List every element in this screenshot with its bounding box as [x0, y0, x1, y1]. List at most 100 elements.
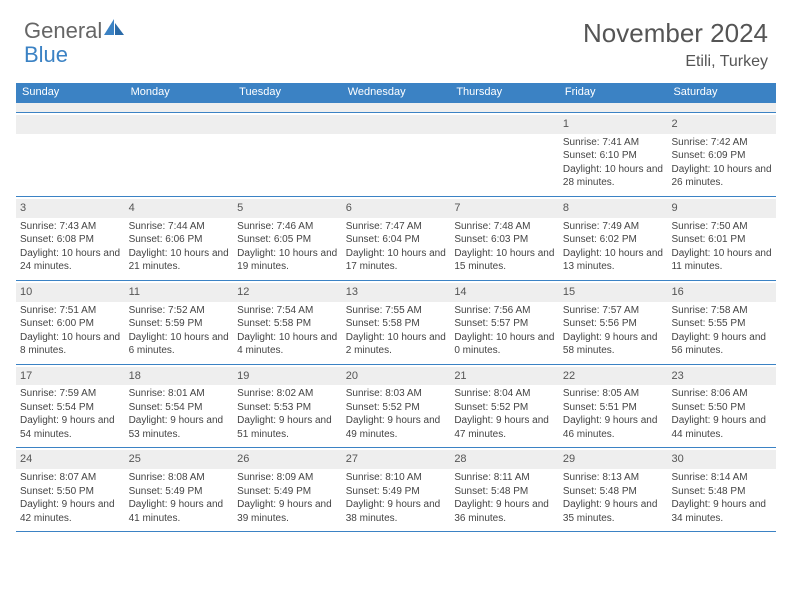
day-number: 22 [559, 367, 668, 386]
sunset-text: Sunset: 5:58 PM [237, 317, 338, 331]
sunset-text: Sunset: 5:49 PM [346, 485, 447, 499]
sunrise-text: Sunrise: 8:10 AM [346, 471, 447, 485]
sunrise-text: Sunrise: 7:56 AM [454, 304, 555, 318]
sunset-text: Sunset: 5:59 PM [129, 317, 230, 331]
day-cell: 27 Sunrise: 8:10 AMSunset: 5:49 PMDayligh… [342, 448, 451, 531]
day-number: 20 [342, 367, 451, 386]
daylight-text: Daylight: 9 hours and 56 minutes. [671, 331, 772, 358]
sunrise-text: Sunrise: 7:47 AM [346, 220, 447, 234]
day-number: 26 [233, 450, 342, 469]
day-number-empty [125, 115, 234, 134]
sunrise-text: Sunrise: 7:48 AM [454, 220, 555, 234]
daylight-text: Daylight: 9 hours and 47 minutes. [454, 414, 555, 441]
sunrise-text: Sunrise: 8:02 AM [237, 387, 338, 401]
dayheader-friday: Friday [559, 83, 668, 103]
week-row: 17Sunrise: 7:59 AMSunset: 5:54 PMDayligh… [16, 365, 776, 449]
daylight-text: Daylight: 9 hours and 46 minutes. [563, 414, 664, 441]
sunset-text: Sunset: 6:09 PM [671, 149, 772, 163]
sunrise-text: Sunrise: 7:43 AM [20, 220, 121, 234]
day-cell [233, 113, 342, 196]
day-number: 6 [342, 199, 451, 218]
day-header-row: Sunday Monday Tuesday Wednesday Thursday… [16, 83, 776, 103]
day-cell: 15Sunrise: 7:57 AMSunset: 5:56 PMDayligh… [559, 281, 668, 364]
sunset-text: Sunset: 5:49 PM [237, 485, 338, 499]
day-cell: 1Sunrise: 7:41 AMSunset: 6:10 PMDaylight… [559, 113, 668, 196]
day-number: 27 [342, 450, 451, 469]
day-cell [342, 113, 451, 196]
day-cell: 2Sunrise: 7:42 AMSunset: 6:09 PMDaylight… [667, 113, 776, 196]
month-title: November 2024 [583, 18, 768, 49]
day-number: 16 [667, 283, 776, 302]
dayheader-sunday: Sunday [16, 83, 125, 103]
sunset-text: Sunset: 5:48 PM [671, 485, 772, 499]
sunset-text: Sunset: 6:03 PM [454, 233, 555, 247]
sunrise-text: Sunrise: 7:49 AM [563, 220, 664, 234]
sunrise-text: Sunrise: 7:42 AM [671, 136, 772, 150]
day-cell: 29Sunrise: 8:13 AMSunset: 5:48 PMDayligh… [559, 448, 668, 531]
dayheader-wednesday: Wednesday [342, 83, 451, 103]
day-number: 3 [16, 199, 125, 218]
sunrise-text: Sunrise: 8:09 AM [237, 471, 338, 485]
day-cell: 17Sunrise: 7:59 AMSunset: 5:54 PMDayligh… [16, 365, 125, 448]
sunset-text: Sunset: 6:06 PM [129, 233, 230, 247]
daylight-text: Daylight: 10 hours and 24 minutes. [20, 247, 121, 274]
sunset-text: Sunset: 5:51 PM [563, 401, 664, 415]
daylight-text: Daylight: 9 hours and 54 minutes. [20, 414, 121, 441]
daylight-text: Daylight: 10 hours and 28 minutes. [563, 163, 664, 190]
week-row: 3Sunrise: 7:43 AMSunset: 6:08 PMDaylight… [16, 197, 776, 281]
sunrise-text: Sunrise: 7:46 AM [237, 220, 338, 234]
daylight-text: Daylight: 10 hours and 0 minutes. [454, 331, 555, 358]
day-number: 2 [667, 115, 776, 134]
day-number: 13 [342, 283, 451, 302]
day-cell [125, 113, 234, 196]
day-number: 29 [559, 450, 668, 469]
day-cell: 11Sunrise: 7:52 AMSunset: 5:59 PMDayligh… [125, 281, 234, 364]
day-number: 25 [125, 450, 234, 469]
calendar: Sunday Monday Tuesday Wednesday Thursday… [16, 83, 776, 532]
day-number: 10 [16, 283, 125, 302]
day-number: 8 [559, 199, 668, 218]
week-row: 24Sunrise: 8:07 AMSunset: 5:50 PMDayligh… [16, 448, 776, 532]
sunset-text: Sunset: 5:50 PM [20, 485, 121, 499]
sunset-text: Sunset: 6:02 PM [563, 233, 664, 247]
sunrise-text: Sunrise: 7:57 AM [563, 304, 664, 318]
daylight-text: Daylight: 10 hours and 6 minutes. [129, 331, 230, 358]
day-number: 1 [559, 115, 668, 134]
sunrise-text: Sunrise: 8:11 AM [454, 471, 555, 485]
daylight-text: Daylight: 9 hours and 42 minutes. [20, 498, 121, 525]
sunrise-text: Sunrise: 7:44 AM [129, 220, 230, 234]
day-number: 17 [16, 367, 125, 386]
title-block: November 2024 Etili, Turkey [583, 18, 768, 71]
day-cell: 25Sunrise: 8:08 AMSunset: 5:49 PMDayligh… [125, 448, 234, 531]
day-cell: 4Sunrise: 7:44 AMSunset: 6:06 PMDaylight… [125, 197, 234, 280]
sunset-text: Sunset: 6:00 PM [20, 317, 121, 331]
day-cell: 23Sunrise: 8:06 AMSunset: 5:50 PMDayligh… [667, 365, 776, 448]
sunrise-text: Sunrise: 7:55 AM [346, 304, 447, 318]
sunset-text: Sunset: 5:55 PM [671, 317, 772, 331]
sunset-text: Sunset: 5:54 PM [20, 401, 121, 415]
day-cell: 13Sunrise: 7:55 AMSunset: 5:58 PMDayligh… [342, 281, 451, 364]
day-cell: 30Sunrise: 8:14 AMSunset: 5:48 PMDayligh… [667, 448, 776, 531]
sunrise-text: Sunrise: 7:54 AM [237, 304, 338, 318]
daylight-text: Daylight: 9 hours and 53 minutes. [129, 414, 230, 441]
dayheader-thursday: Thursday [450, 83, 559, 103]
sunset-text: Sunset: 5:48 PM [563, 485, 664, 499]
day-cell: 5Sunrise: 7:46 AMSunset: 6:05 PMDaylight… [233, 197, 342, 280]
sunrise-text: Sunrise: 8:06 AM [671, 387, 772, 401]
daylight-text: Daylight: 9 hours and 41 minutes. [129, 498, 230, 525]
sunset-text: Sunset: 6:05 PM [237, 233, 338, 247]
day-cell: 26Sunrise: 8:09 AMSunset: 5:49 PMDayligh… [233, 448, 342, 531]
day-cell: 24Sunrise: 8:07 AMSunset: 5:50 PMDayligh… [16, 448, 125, 531]
logo-text-general: General [24, 18, 102, 44]
page-header: General November 2024 Etili, Turkey [0, 0, 792, 75]
day-number: 12 [233, 283, 342, 302]
day-number-empty [450, 115, 559, 134]
week-row: 1Sunrise: 7:41 AMSunset: 6:10 PMDaylight… [16, 113, 776, 197]
sunset-text: Sunset: 5:53 PM [237, 401, 338, 415]
day-cell [16, 113, 125, 196]
sunrise-text: Sunrise: 8:13 AM [563, 471, 664, 485]
sunrise-text: Sunrise: 8:05 AM [563, 387, 664, 401]
sunset-text: Sunset: 5:58 PM [346, 317, 447, 331]
day-cell: 8Sunrise: 7:49 AMSunset: 6:02 PMDaylight… [559, 197, 668, 280]
daylight-text: Daylight: 9 hours and 38 minutes. [346, 498, 447, 525]
